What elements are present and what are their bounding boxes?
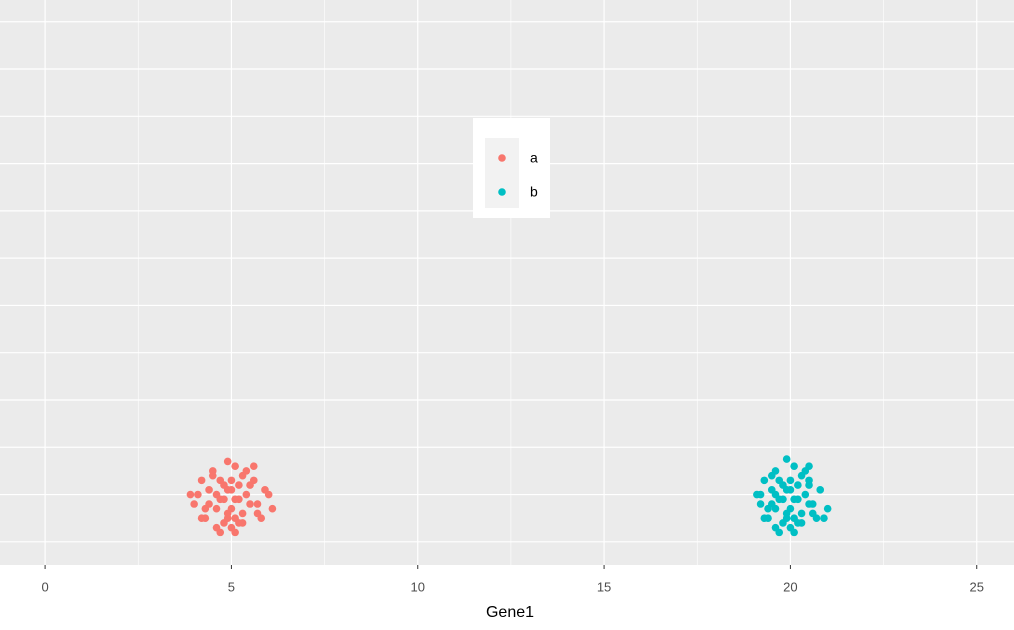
legend: ab xyxy=(473,118,550,218)
point xyxy=(242,490,251,499)
point xyxy=(823,504,832,513)
point xyxy=(786,486,795,494)
point xyxy=(194,490,202,499)
point xyxy=(786,504,795,513)
point xyxy=(771,490,780,499)
legend-label: a xyxy=(530,150,538,166)
x-tick-label: 10 xyxy=(411,579,425,594)
point xyxy=(257,514,266,522)
point xyxy=(779,495,787,504)
point xyxy=(231,528,239,537)
point xyxy=(790,495,798,504)
point xyxy=(249,462,258,470)
legend-label: b xyxy=(530,184,538,200)
point xyxy=(268,504,277,513)
point xyxy=(786,476,795,485)
legend-key xyxy=(498,188,506,196)
point xyxy=(775,528,784,537)
point xyxy=(190,500,198,508)
point xyxy=(790,528,798,537)
point xyxy=(208,471,217,480)
point xyxy=(756,500,765,508)
x-axis-title: Gene1 xyxy=(486,604,534,621)
point xyxy=(782,455,791,463)
point xyxy=(753,490,761,499)
point xyxy=(223,514,232,522)
point xyxy=(760,514,769,522)
legend-key-bg xyxy=(485,138,519,208)
points xyxy=(186,455,832,537)
point xyxy=(231,495,239,504)
plot-panel xyxy=(0,0,1014,565)
point xyxy=(808,500,817,508)
point xyxy=(216,528,225,537)
point xyxy=(212,490,221,499)
x-axis: 0 5 10 15 20 25 xyxy=(41,565,984,594)
point xyxy=(238,509,247,518)
point xyxy=(197,476,206,485)
point xyxy=(242,467,251,475)
point xyxy=(227,504,236,513)
point xyxy=(227,476,236,485)
x-tick-label: 0 xyxy=(41,579,48,594)
point xyxy=(264,490,273,499)
point xyxy=(216,476,225,485)
point xyxy=(235,481,243,489)
point xyxy=(223,457,232,466)
point xyxy=(253,500,262,508)
point xyxy=(220,495,228,504)
point xyxy=(231,462,239,470)
grid xyxy=(0,0,1014,565)
point xyxy=(782,514,791,522)
point xyxy=(805,481,813,489)
point xyxy=(205,486,213,494)
point xyxy=(235,519,243,527)
point xyxy=(816,486,825,494)
x-tick-label: 5 xyxy=(228,579,235,594)
point xyxy=(760,476,769,485)
point xyxy=(186,490,195,499)
legend-key xyxy=(498,154,506,162)
x-tick-label: 15 xyxy=(597,579,611,594)
point xyxy=(227,486,236,494)
point xyxy=(820,514,828,522)
point xyxy=(794,481,802,489)
point xyxy=(764,504,772,513)
point xyxy=(197,514,206,522)
point xyxy=(771,504,780,513)
x-tick-label: 25 xyxy=(969,579,983,594)
point xyxy=(797,509,806,518)
point xyxy=(801,467,810,475)
point xyxy=(801,490,810,499)
point xyxy=(790,462,798,470)
point xyxy=(812,514,821,522)
x-tick-label: 20 xyxy=(783,579,797,594)
point xyxy=(246,500,254,508)
point xyxy=(246,481,254,489)
point xyxy=(201,504,210,513)
point xyxy=(775,476,784,485)
point xyxy=(794,519,802,527)
point xyxy=(212,504,221,513)
point xyxy=(767,471,776,480)
